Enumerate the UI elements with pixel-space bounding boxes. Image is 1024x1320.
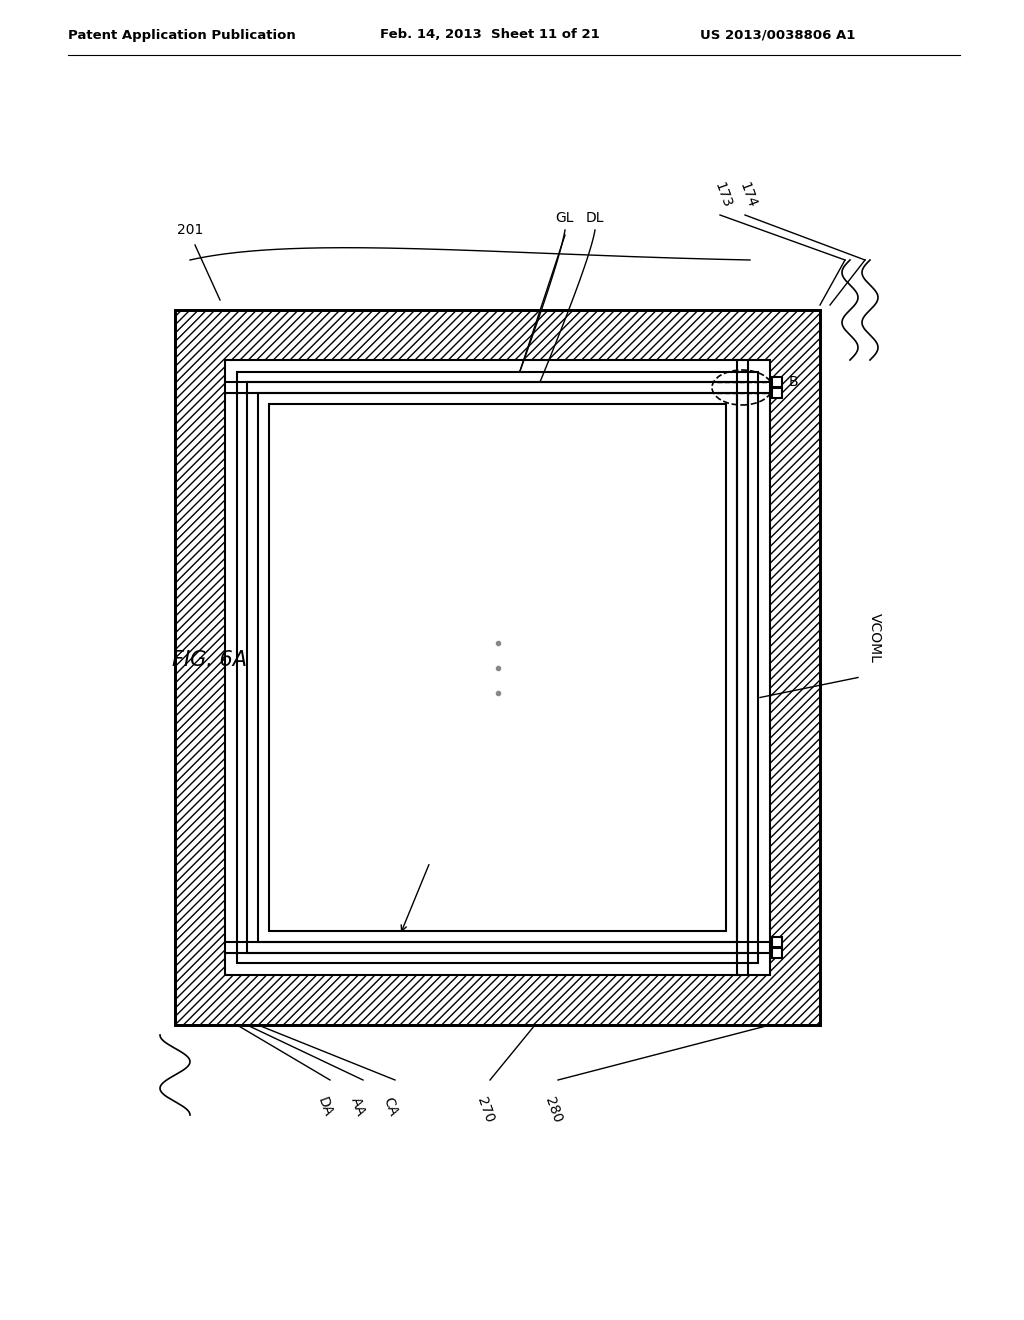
Text: AA: AA [348,1096,368,1118]
Bar [772,948,782,958]
Text: CA: CA [380,1096,399,1118]
Bar [175,310,820,1026]
Text: 270: 270 [474,1096,496,1125]
Bar [225,360,770,975]
Text: GL: GL [556,211,574,224]
Bar [237,372,758,964]
Text: VCOML: VCOML [868,612,882,663]
Bar [225,360,770,975]
Bar [772,378,782,387]
Text: B: B [790,375,799,389]
Bar [772,388,782,399]
Bar [258,393,737,942]
Bar [175,310,820,1026]
Text: Patent Application Publication: Patent Application Publication [68,29,296,41]
Bar [772,937,782,946]
Text: 173: 173 [712,181,734,210]
Text: Feb. 14, 2013  Sheet 11 of 21: Feb. 14, 2013 Sheet 11 of 21 [380,29,600,41]
Text: DA: DA [315,1096,335,1118]
Text: US 2013/0038806 A1: US 2013/0038806 A1 [700,29,855,41]
Text: 174: 174 [737,181,759,210]
Text: FIG. 6A: FIG. 6A [172,649,248,671]
Bar [247,381,748,953]
Text: DL: DL [586,211,604,224]
Bar [269,404,726,931]
Text: 280: 280 [542,1096,564,1125]
Text: 201: 201 [177,223,203,238]
